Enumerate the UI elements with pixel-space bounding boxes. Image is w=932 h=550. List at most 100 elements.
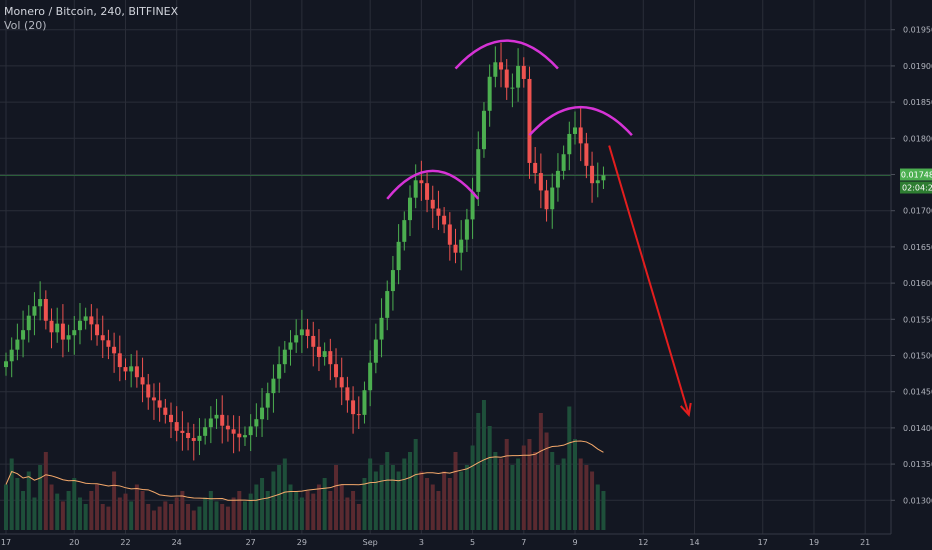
candle-body[interactable] (271, 378, 276, 394)
candle-body[interactable] (328, 351, 333, 365)
candle-body[interactable] (561, 154, 566, 171)
candle-body[interactable] (595, 180, 600, 184)
candle-body[interactable] (516, 65, 521, 88)
candle-body[interactable] (191, 438, 196, 441)
candle-body[interactable] (21, 330, 26, 340)
candle-body[interactable] (55, 323, 60, 333)
candle-body[interactable] (95, 324, 100, 336)
candle-body[interactable] (430, 199, 435, 209)
candle-body[interactable] (550, 187, 555, 210)
candle-body[interactable] (305, 329, 310, 336)
candle-body[interactable] (83, 316, 88, 321)
candle-body[interactable] (214, 414, 219, 419)
candle-body[interactable] (436, 208, 441, 216)
candle-body[interactable] (72, 330, 77, 336)
candle-body[interactable] (345, 387, 350, 401)
candle-body[interactable] (464, 219, 469, 240)
candle-body[interactable] (499, 62, 504, 70)
candle-body[interactable] (459, 239, 464, 253)
candle-body[interactable] (339, 377, 344, 388)
candle-body[interactable] (362, 390, 367, 415)
candle-body[interactable] (476, 149, 481, 192)
candle-body[interactable] (368, 362, 373, 391)
candle-body[interactable] (32, 306, 37, 316)
candle-body[interactable] (356, 414, 361, 416)
candle-body[interactable] (282, 349, 287, 365)
candle-body[interactable] (402, 220, 407, 242)
candle-body[interactable] (538, 173, 543, 191)
candle-body[interactable] (555, 170, 560, 188)
candle-body[interactable] (38, 299, 43, 307)
candle-body[interactable] (413, 180, 418, 198)
candle-body[interactable] (112, 346, 117, 354)
candle-body[interactable] (163, 407, 168, 415)
candle-body[interactable] (140, 377, 145, 385)
candle-body[interactable] (260, 407, 265, 420)
candle-body[interactable] (379, 317, 384, 340)
candle-body[interactable] (316, 346, 321, 357)
candle-body[interactable] (146, 384, 151, 398)
candle-body[interactable] (66, 335, 71, 340)
candle-body[interactable] (169, 414, 174, 423)
candle-body[interactable] (322, 351, 327, 357)
candle-body[interactable] (493, 62, 498, 77)
time-axis[interactable] (0, 534, 932, 550)
candle-body[interactable] (385, 291, 390, 318)
candle-body[interactable] (288, 342, 293, 350)
candle-body[interactable] (197, 435, 202, 441)
volume-indicator-label[interactable]: Vol (20) (4, 19, 47, 32)
candle-body[interactable] (453, 244, 458, 253)
candle-body[interactable] (231, 429, 236, 434)
candle-body[interactable] (157, 400, 162, 408)
candle-body[interactable] (373, 339, 378, 363)
candle-body[interactable] (49, 320, 54, 333)
candle-body[interactable] (77, 320, 82, 331)
candle-body[interactable] (100, 335, 105, 341)
candle-body[interactable] (265, 393, 270, 408)
candle-body[interactable] (225, 425, 230, 430)
candle-body[interactable] (180, 430, 185, 433)
candle-body[interactable] (351, 400, 356, 415)
candle-body[interactable] (578, 127, 583, 144)
candle-body[interactable] (294, 335, 299, 343)
candle-body[interactable] (60, 323, 65, 340)
candle-body[interactable] (504, 69, 509, 88)
candle-body[interactable] (447, 224, 452, 245)
candle-body[interactable] (533, 162, 538, 174)
candle-body[interactable] (237, 433, 242, 438)
candle-body[interactable] (15, 339, 20, 350)
candle-body[interactable] (203, 427, 208, 436)
symbol-title[interactable]: Monero / Bitcoin, 240, BITFINEX (4, 5, 179, 18)
candle-body[interactable] (208, 418, 213, 428)
price-axis[interactable] (891, 0, 932, 550)
candle-body[interactable] (487, 76, 492, 111)
candle-body[interactable] (396, 241, 401, 271)
candle-body[interactable] (134, 366, 139, 378)
candle-body[interactable] (129, 366, 134, 372)
candle-body[interactable] (567, 133, 572, 155)
candle-body[interactable] (174, 422, 179, 431)
candle-body[interactable] (9, 349, 14, 362)
candle-body[interactable] (89, 316, 94, 325)
candle-body[interactable] (470, 191, 475, 220)
candle-body[interactable] (544, 190, 549, 210)
candle-body[interactable] (510, 87, 515, 89)
candle-body[interactable] (521, 65, 526, 79)
candle-body[interactable] (220, 414, 225, 426)
candle-body[interactable] (481, 110, 486, 150)
candle-body[interactable] (573, 127, 577, 134)
candle-body[interactable] (106, 340, 111, 347)
candle-body[interactable] (311, 335, 316, 347)
candle-body[interactable] (442, 215, 447, 225)
candle-body[interactable] (334, 364, 339, 378)
candle-body[interactable] (277, 364, 282, 379)
candle-body[interactable] (43, 299, 48, 321)
candle-body[interactable] (4, 361, 8, 368)
candle-body[interactable] (117, 353, 122, 368)
candle-body[interactable] (425, 183, 430, 200)
candle-body[interactable] (601, 175, 606, 181)
candle-body[interactable] (26, 315, 31, 331)
candle-body[interactable] (123, 367, 128, 372)
candle-body[interactable] (419, 180, 424, 184)
